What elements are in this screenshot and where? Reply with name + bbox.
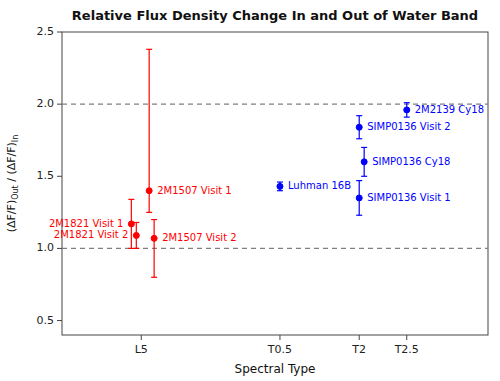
point xyxy=(128,221,134,227)
point-label: Luhman 16B xyxy=(288,180,351,191)
x-tick xyxy=(359,335,360,340)
error-line xyxy=(154,220,155,278)
y-tick xyxy=(57,104,62,105)
error-cap-high xyxy=(277,181,283,182)
x-tick xyxy=(141,335,142,340)
error-cap-high xyxy=(361,147,367,148)
y-axis-label-sub: Out xyxy=(11,185,20,200)
y-tick xyxy=(57,248,62,249)
point xyxy=(151,235,157,241)
error-cap-high xyxy=(151,219,157,220)
y-tick-label: 2.0 xyxy=(37,97,55,110)
point xyxy=(277,183,283,189)
error-cap-high xyxy=(133,222,139,223)
error-cap-high xyxy=(146,49,152,50)
point-label: 2M1821 Visit 2 xyxy=(54,229,128,240)
y-tick xyxy=(57,320,62,321)
y-tick xyxy=(57,176,62,177)
reference-line xyxy=(62,248,488,249)
error-cap-low xyxy=(151,277,157,278)
y-axis-label: (ΔF/F)Out / (ΔF/F)In xyxy=(5,135,20,233)
error-bar xyxy=(404,103,410,117)
title: Relative Flux Density Change In and Out … xyxy=(72,8,478,23)
point-label: SIMP0136 Cy18 xyxy=(372,156,450,167)
point-label: 2M1821 Visit 1 xyxy=(49,218,123,229)
point xyxy=(361,159,367,165)
error-bar xyxy=(361,147,367,176)
error-bar xyxy=(356,181,362,216)
error-bar xyxy=(133,222,139,248)
point-label: SIMP0136 Visit 2 xyxy=(367,121,450,132)
error-cap-high xyxy=(356,180,362,181)
error-cap-low xyxy=(146,212,152,213)
x-tick-label: L5 xyxy=(135,343,148,356)
error-cap-low xyxy=(356,138,362,139)
point xyxy=(356,124,362,130)
error-cap-high xyxy=(128,199,134,200)
plot-frame xyxy=(62,32,488,335)
error-cap-low xyxy=(404,117,410,118)
error-cap-low xyxy=(361,176,367,177)
point xyxy=(146,188,152,194)
error-cap-low xyxy=(133,248,139,249)
chart-svg: 0.5 1.0 1.5 2.0 2.5 L5 T0.5 T2 T2.5 2M1821 Visit … xyxy=(0,0,500,381)
point-label: SIMP0136 Visit 1 xyxy=(367,192,450,203)
error-bar xyxy=(146,49,152,212)
point xyxy=(133,232,139,238)
x-tick xyxy=(406,335,407,340)
y-tick xyxy=(57,32,62,33)
point xyxy=(356,195,362,201)
error-cap-high xyxy=(356,115,362,116)
point-label: 2M1507 Visit 2 xyxy=(162,232,236,243)
error-bar xyxy=(128,199,134,248)
point-label: 2M1507 Visit 1 xyxy=(157,185,231,196)
error-bar xyxy=(356,116,362,139)
error-bar xyxy=(151,220,157,278)
error-cap-high xyxy=(404,102,410,103)
y-axis-label-sub: In xyxy=(11,135,20,142)
error-cap-low xyxy=(356,215,362,216)
error-bar xyxy=(277,182,283,191)
y-tick-label: 2.5 xyxy=(37,25,55,38)
x-tick xyxy=(279,335,280,340)
x-axis-label: Spectral Type xyxy=(235,362,316,376)
y-tick-label: 0.5 xyxy=(37,314,55,327)
y-axis-label-part: (ΔF/F) xyxy=(5,200,18,232)
point xyxy=(404,107,410,113)
x-tick-label: T2 xyxy=(351,343,366,356)
y-tick-label: 1.5 xyxy=(37,169,55,182)
x-tick-label: T2.5 xyxy=(394,343,419,356)
error-cap-low xyxy=(277,190,283,191)
y-tick-label: 1.0 xyxy=(37,241,55,254)
plot-area xyxy=(62,49,488,277)
x-tick-label: T0.5 xyxy=(267,343,292,356)
point-label: 2M2139 Cy18 xyxy=(415,104,484,115)
y-axis-label-part: / (ΔF/F) xyxy=(5,142,18,185)
chart-container: 0.5 1.0 1.5 2.0 2.5 L5 T0.5 T2 T2.5 2M1821 Visit … xyxy=(0,0,500,381)
